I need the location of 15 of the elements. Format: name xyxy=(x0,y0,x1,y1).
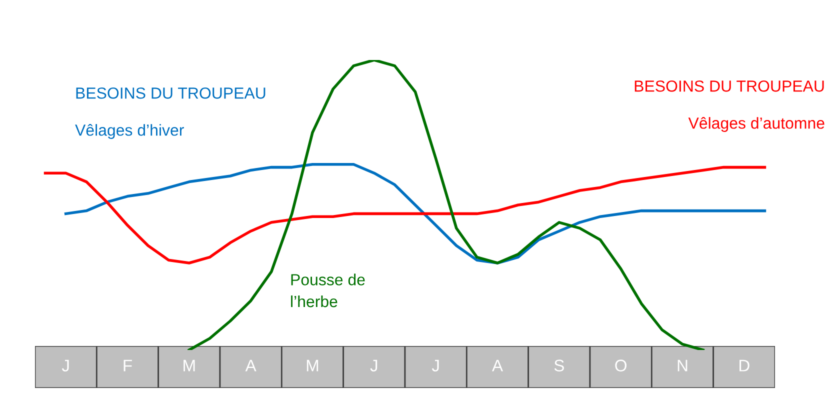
series-label: Pousse de l’herbe xyxy=(291,274,365,308)
x-tick-label: F xyxy=(124,360,132,372)
x-tick-label: N xyxy=(678,360,688,372)
x-tick-label: A xyxy=(245,360,256,372)
text: BESOINS DU TROUPEAU Vêlages d’automne xyxy=(634,80,824,132)
x-tick-label: M xyxy=(306,360,318,372)
text: BESOINS DU TROUPEAU Vêlages d’hiver xyxy=(75,87,266,139)
x-tick-label: A xyxy=(492,360,504,372)
x-tick-label: O xyxy=(615,360,627,372)
x-tick-label: D xyxy=(740,360,750,372)
x-tick-label: J xyxy=(62,360,69,372)
x-tick-label: J xyxy=(370,360,378,372)
x-tick-label: S xyxy=(554,360,564,372)
x-tick-label: M xyxy=(184,360,195,372)
x-tick-label: J xyxy=(432,360,439,372)
